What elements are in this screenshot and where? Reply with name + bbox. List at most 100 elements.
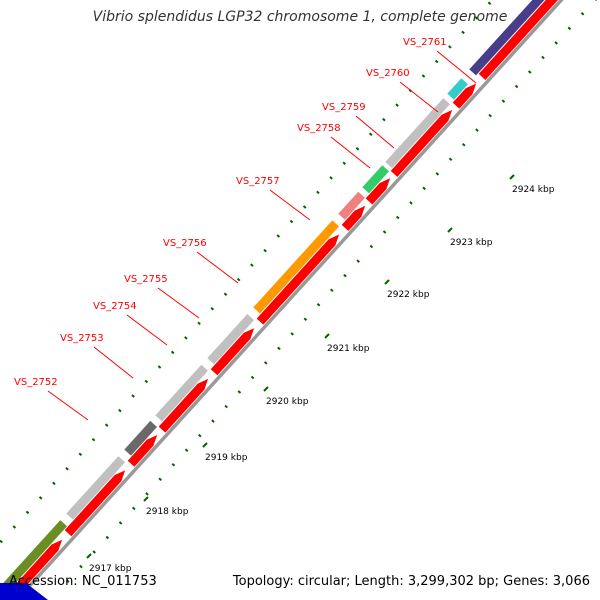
minor-tick — [382, 230, 387, 234]
gene-label-vs_2752: VS_2752 — [14, 377, 58, 388]
minor-tick — [38, 496, 43, 500]
minor-tick — [527, 70, 532, 74]
minor-tick — [118, 408, 122, 413]
minor-tick — [197, 321, 201, 326]
minor-tick — [223, 292, 228, 296]
minor-tick — [356, 259, 360, 263]
minor-tick — [448, 45, 452, 49]
gene-bar-vs_2755 — [155, 364, 208, 422]
minor-tick — [368, 132, 373, 136]
corner-feature-mark — [0, 583, 48, 600]
minor-tick — [343, 273, 347, 278]
leader-line — [196, 251, 239, 284]
major-tick — [324, 333, 330, 339]
minor-tick — [263, 248, 267, 253]
minor-tick — [170, 350, 175, 355]
kbp-labels: 2917 kbp 2918 kbp 2919 kbp 2920 kbp 2921 kbp… — [89, 185, 555, 574]
minor-tick — [554, 41, 558, 45]
minor-tick — [211, 419, 215, 423]
cds-arrow — [452, 83, 477, 109]
minor-tick — [461, 142, 466, 147]
minor-tick — [303, 317, 308, 322]
minor-tick — [91, 437, 96, 442]
minor-tick — [236, 277, 241, 282]
gene-label-vs_2754: VS_2754 — [93, 301, 137, 312]
minor-tick — [197, 433, 202, 438]
leader-line — [47, 390, 89, 421]
gene-label-vs_2757: VS_2757 — [236, 176, 280, 187]
gene-labels: VS_2752 VS_2753 VS_2754 VS_2755 VS_2756 VS_27… — [14, 37, 477, 421]
gene-bar-vs_2761 — [447, 78, 468, 100]
minor-tick — [501, 99, 506, 103]
minor-tick — [118, 521, 123, 525]
minor-tick — [329, 176, 333, 180]
gene-bar-vs_2758 — [338, 191, 365, 220]
topology-text: Topology: circular; Length: 3,299,302 bp… — [232, 574, 590, 589]
gene-label-vs_2756: VS_2756 — [163, 238, 207, 249]
gene-label-vs_2753: VS_2753 — [60, 333, 104, 344]
minor-tick — [12, 525, 17, 529]
gene-bar-vs_2760 — [385, 98, 450, 168]
cds-arrow — [365, 178, 391, 205]
gene-bar-vs_2754 — [124, 420, 157, 456]
minor-tick — [435, 172, 440, 176]
gene-label-vs_2760: VS_2760 — [366, 68, 410, 79]
map-title: Vibrio splendidus LGP32 chromosome 1, co… — [92, 9, 508, 25]
minor-tick — [104, 423, 109, 427]
minor-tick — [79, 564, 83, 569]
kbp-label: 2920 kbp — [266, 397, 309, 407]
minor-tick — [395, 215, 400, 220]
minor-tick — [302, 205, 307, 209]
minor-tick — [276, 234, 281, 238]
minor-tick — [105, 535, 110, 540]
minor-tick — [290, 332, 294, 336]
minor-tick — [316, 190, 320, 195]
minor-tick — [145, 492, 149, 496]
minor-tick — [52, 481, 56, 486]
minor-tick — [342, 161, 347, 166]
gene-bar-vs_2757 — [253, 220, 339, 314]
minor-tick — [316, 302, 321, 307]
minor-tick — [329, 288, 334, 292]
major-tick — [509, 174, 515, 180]
gene-bar-vs_2753 — [66, 456, 125, 520]
major-tick — [263, 386, 269, 392]
minor-tick — [158, 477, 162, 482]
minor-tick — [434, 59, 439, 64]
minor-tick — [92, 550, 96, 554]
minor-tick — [263, 361, 268, 365]
minor-tick — [289, 219, 294, 224]
minor-tick — [461, 30, 465, 35]
cds-arrow — [210, 328, 255, 376]
leader-line — [93, 346, 134, 379]
gene-label-vs_2761: VS_2761 — [403, 37, 447, 48]
minor-tick — [488, 113, 492, 118]
cds-arrow — [158, 378, 209, 433]
minor-tick — [144, 379, 149, 384]
leader-line — [330, 136, 371, 169]
minor-tick — [131, 394, 135, 398]
kbp-label: 2917 kbp — [89, 564, 132, 574]
major-tick — [143, 496, 149, 502]
minor-tick — [409, 201, 413, 205]
minor-tick — [421, 74, 426, 78]
minor-tick — [157, 365, 162, 369]
cds-arrow — [478, 0, 558, 80]
minor-tick — [355, 147, 360, 151]
cds-arrow — [127, 435, 158, 467]
leader-line — [269, 189, 311, 221]
minor-tick — [382, 117, 386, 122]
minor-tick — [277, 346, 281, 351]
leader-line — [436, 50, 477, 84]
kbp-label: 2918 kbp — [146, 507, 189, 517]
minor-tick — [475, 128, 479, 132]
scale-ticks — [0, 0, 598, 583]
major-tick — [447, 227, 453, 233]
minor-tick — [487, 1, 492, 6]
cds-arrow — [64, 470, 126, 537]
gene-label-vs_2755: VS_2755 — [124, 274, 168, 285]
minor-tick — [65, 467, 69, 471]
minor-tick — [131, 506, 136, 511]
